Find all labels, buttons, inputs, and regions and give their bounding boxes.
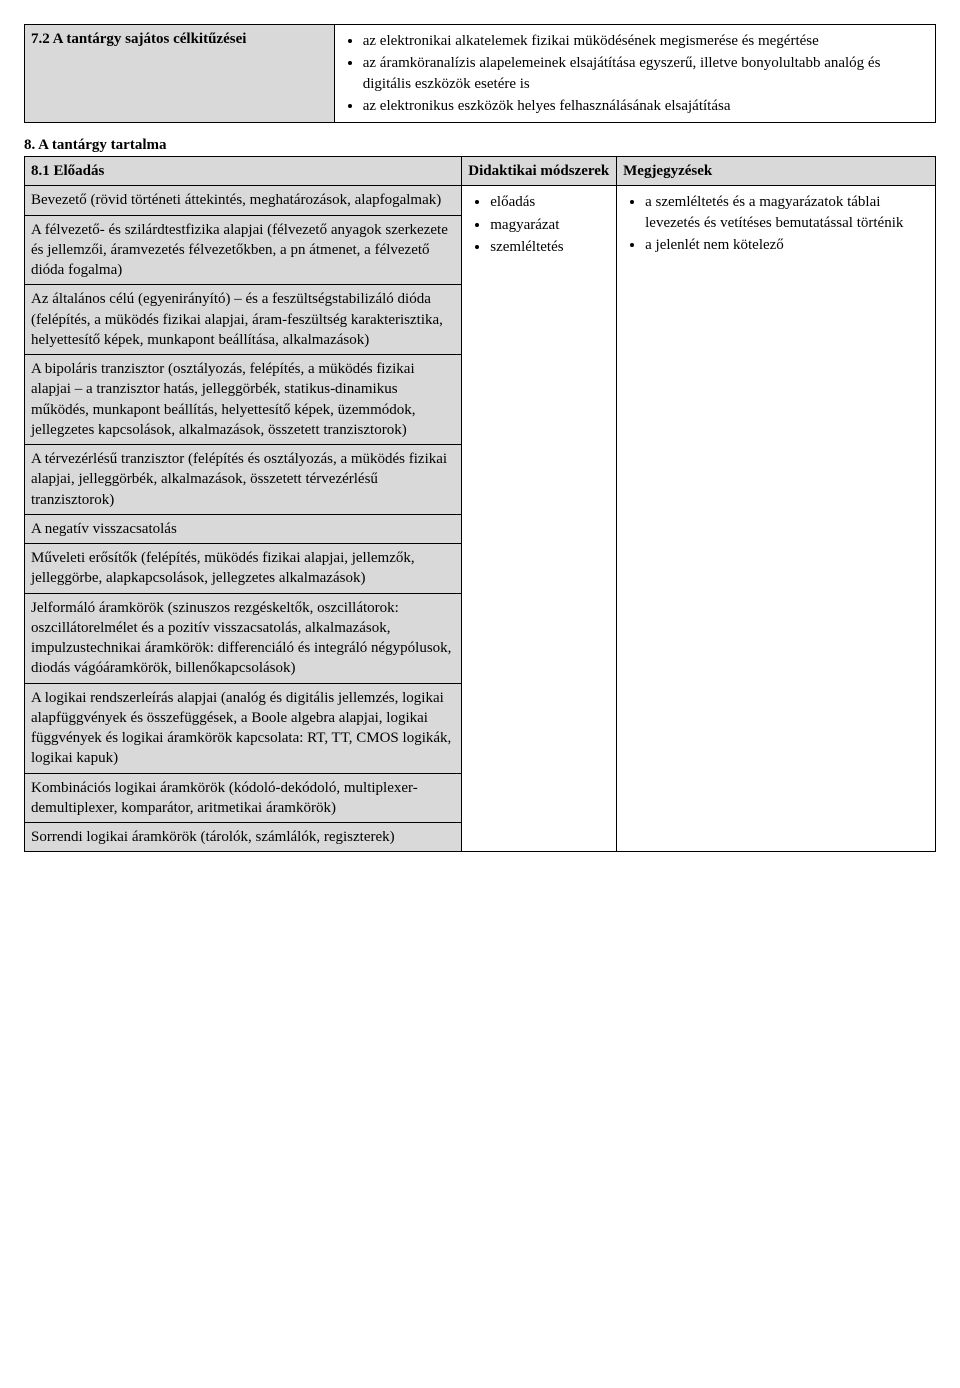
topic-cell: Jelformáló áramkörök (szinuszos rezgéske…: [25, 593, 462, 683]
objectives-item: az áramköranalízis alapelemeinek elsaját…: [363, 53, 929, 94]
content-table: 8.1 Előadás Didaktikai módszerek Megjegy…: [24, 156, 936, 852]
topic-text: A félvezető- és szilárdtestfizika alapja…: [31, 222, 448, 279]
section8-title: 8. A tantárgy tartalma: [24, 137, 936, 154]
topic-cell: A negatív visszacsatolás: [25, 514, 462, 543]
topic-text: A negatív visszacsatolás: [31, 521, 177, 537]
topic-cell: A logikai rendszerleírás alapjai (analóg…: [25, 683, 462, 773]
topic-cell: Sorrendi logikai áramkörök (tárolók, szá…: [25, 823, 462, 852]
col-header-notes-text: Megjegyzések: [623, 163, 712, 179]
method-item: magyarázat: [490, 215, 610, 235]
topic-text: Sorrendi logikai áramkörök (tárolók, szá…: [31, 829, 395, 845]
methods-list: előadás magyarázat szemléltetés: [468, 192, 610, 257]
method-item: szemléltetés: [490, 237, 610, 257]
method-item: előadás: [490, 192, 610, 212]
methods-cell: előadás magyarázat szemléltetés: [462, 186, 617, 852]
col-header-topic-text: 8.1 Előadás: [31, 163, 104, 179]
notes-item: a jelenlét nem kötelező: [645, 235, 929, 255]
topic-text: Műveleti erősítők (felépítés, müködés fi…: [31, 550, 415, 586]
topic-cell: Az általános célú (egyenirányító) – és a…: [25, 285, 462, 355]
topic-text: Az általános célú (egyenirányító) – és a…: [31, 291, 443, 348]
objectives-item: az elektronikus eszközök helyes felhaszn…: [363, 96, 929, 116]
col-header-methods: Didaktikai módszerek: [462, 157, 617, 186]
notes-list: a szemléltetés és a magyarázatok táblai …: [623, 192, 929, 255]
topic-text: A logikai rendszerleírás alapjai (analóg…: [31, 690, 451, 767]
topic-text: A térvezérlésű tranzisztor (felépítés és…: [31, 451, 447, 508]
topic-cell: Műveleti erősítők (felépítés, müködés fi…: [25, 544, 462, 594]
objectives-item: az elektronikai alkatelemek fizikai mükö…: [363, 31, 929, 51]
topic-cell: A félvezető- és szilárdtestfizika alapja…: [25, 215, 462, 285]
objectives-items-cell: az elektronikai alkatelemek fizikai mükö…: [334, 25, 935, 123]
topic-text: Kombinációs logikai áramkörök (kódoló-de…: [31, 780, 418, 816]
col-header-topic: 8.1 Előadás: [25, 157, 462, 186]
topic-cell: A térvezérlésű tranzisztor (felépítés és…: [25, 445, 462, 515]
objectives-table: 7.2 A tantárgy sajátos célkitűzései az e…: [24, 24, 936, 123]
objectives-title: 7.2 A tantárgy sajátos célkitűzései: [31, 31, 246, 47]
topic-text: Jelformáló áramkörök (szinuszos rezgéske…: [31, 600, 451, 677]
objectives-title-cell: 7.2 A tantárgy sajátos célkitűzései: [25, 25, 335, 123]
topic-cell: Kombinációs logikai áramkörök (kódoló-de…: [25, 773, 462, 823]
objectives-list: az elektronikai alkatelemek fizikai mükö…: [341, 31, 929, 116]
topic-cell: Bevezető (rövid történeti áttekintés, me…: [25, 186, 462, 215]
col-header-methods-text: Didaktikai módszerek: [468, 163, 609, 179]
col-header-notes: Megjegyzések: [617, 157, 936, 186]
notes-cell: a szemléltetés és a magyarázatok táblai …: [617, 186, 936, 852]
topic-cell: A bipoláris tranzisztor (osztályozás, fe…: [25, 355, 462, 445]
topic-text: A bipoláris tranzisztor (osztályozás, fe…: [31, 361, 416, 438]
topic-text: Bevezető (rövid történeti áttekintés, me…: [31, 192, 441, 208]
notes-item: a szemléltetés és a magyarázatok táblai …: [645, 192, 929, 233]
